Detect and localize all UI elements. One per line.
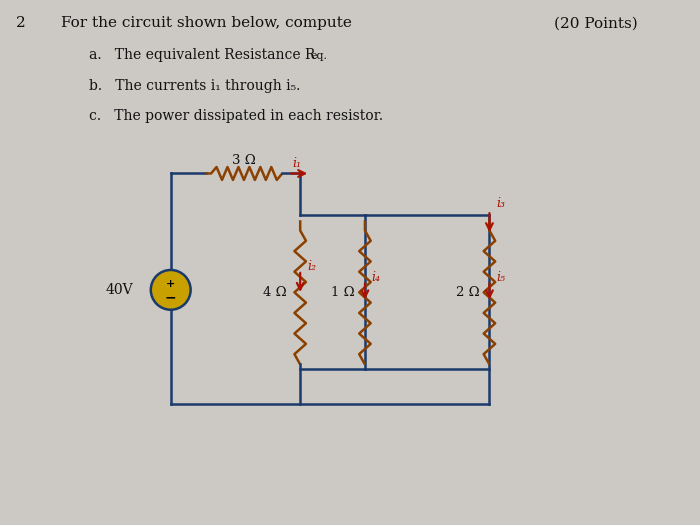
Text: (20 Points): (20 Points) <box>554 16 638 30</box>
Text: i₃: i₃ <box>496 197 505 210</box>
Text: 2: 2 <box>16 16 26 30</box>
Text: 40V: 40V <box>105 283 133 297</box>
Text: −: − <box>165 290 176 304</box>
Text: b.   The currents i₁ through i₅.: b. The currents i₁ through i₅. <box>89 79 300 93</box>
Text: 1 Ω: 1 Ω <box>331 286 355 299</box>
Text: i₁: i₁ <box>292 157 301 170</box>
Text: 2 Ω: 2 Ω <box>456 286 480 299</box>
Circle shape <box>150 270 190 310</box>
Text: eq.: eq. <box>310 50 327 60</box>
Text: c.   The power dissipated in each resistor.: c. The power dissipated in each resistor… <box>89 109 383 123</box>
Text: i₅: i₅ <box>496 271 505 284</box>
Text: 4 Ω: 4 Ω <box>262 286 286 299</box>
Text: 3 Ω: 3 Ω <box>232 153 256 166</box>
Text: +: + <box>166 278 175 289</box>
Text: i₂: i₂ <box>307 260 316 274</box>
Text: For the circuit shown below, compute: For the circuit shown below, compute <box>61 16 352 30</box>
Text: i₄: i₄ <box>371 271 380 284</box>
Text: a.   The equivalent Resistance R: a. The equivalent Resistance R <box>89 48 316 62</box>
